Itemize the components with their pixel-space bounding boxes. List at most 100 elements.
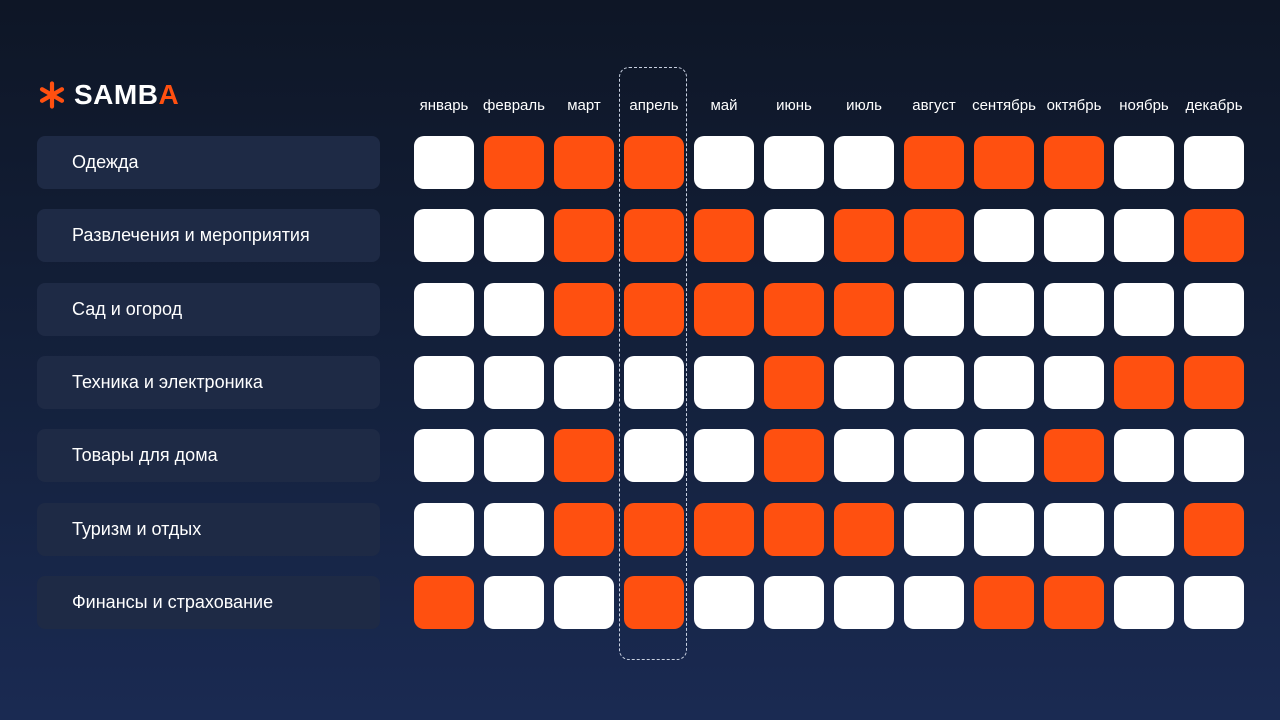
month-label: июль (846, 97, 882, 114)
heatmap-cell (1114, 576, 1174, 629)
heatmap-cell (764, 356, 824, 409)
category-label: Сад и огород (37, 283, 380, 336)
heatmap-cell (1044, 429, 1104, 482)
heatmap-cell (834, 356, 894, 409)
brand-name: SAMBA (74, 81, 179, 109)
heatmap-cell (414, 429, 474, 482)
heatmap-cell (1114, 283, 1174, 336)
heatmap-cell (764, 429, 824, 482)
month-label: январь (419, 97, 469, 114)
heatmap-cell (1184, 576, 1244, 629)
heatmap-cell (414, 283, 474, 336)
category-label: Развлечения и мероприятия (37, 209, 380, 262)
heatmap-cell (764, 136, 824, 189)
heatmap-cell (694, 209, 754, 262)
heatmap-cell (1044, 283, 1104, 336)
heatmap-cell (624, 356, 684, 409)
heatmap-cell (554, 429, 614, 482)
heatmap-cell (974, 503, 1034, 556)
heatmap-cell (694, 356, 754, 409)
heatmap-cell (764, 209, 824, 262)
heatmap-cell (1044, 503, 1104, 556)
heatmap-cell (484, 576, 544, 629)
heatmap-cell (414, 503, 474, 556)
heatmap-cell (624, 136, 684, 189)
month-axis: январь февраль март апрель май июнь июль август… (0, 96, 1280, 116)
heatmap-cell (694, 576, 754, 629)
heatmap-cell (904, 356, 964, 409)
heatmap-cell (484, 283, 544, 336)
heatmap-cell (554, 503, 614, 556)
heatmap-cell (974, 136, 1034, 189)
heatmap-cell (1114, 136, 1174, 189)
heatmap-cell (554, 136, 614, 189)
heatmap-cell (1184, 283, 1244, 336)
heatmap-cell (1114, 209, 1174, 262)
heatmap-cell (1184, 503, 1244, 556)
heatmap-cell (904, 503, 964, 556)
heatmap-cell (974, 283, 1034, 336)
heatmap-cell (764, 576, 824, 629)
heatmap-cell (974, 429, 1034, 482)
heatmap-cell (484, 429, 544, 482)
heatmap-cell (414, 136, 474, 189)
samba-logo: SAMBA (38, 78, 179, 112)
month-label: август (912, 97, 956, 114)
heatmap-cell (974, 356, 1034, 409)
heatmap-cell (1044, 136, 1104, 189)
heatmap-cell (694, 136, 754, 189)
heatmap-cell (904, 209, 964, 262)
heatmap-cell (904, 136, 964, 189)
heatmap-cell (1184, 136, 1244, 189)
heatmap-cell (624, 576, 684, 629)
heatmap-cell (694, 503, 754, 556)
heatmap-cell (414, 209, 474, 262)
heatmap-cell (484, 356, 544, 409)
heatmap-cell (834, 283, 894, 336)
heatmap-cell (834, 429, 894, 482)
heatmap-cell (1184, 356, 1244, 409)
heatmap-cell (624, 429, 684, 482)
heatmap-cell (974, 209, 1034, 262)
month-label: апрель (629, 97, 679, 114)
month-label: май (710, 97, 738, 114)
category-label: Туризм и отдых (37, 503, 380, 556)
heatmap-cell (414, 576, 474, 629)
month-label: декабрь (1185, 97, 1243, 114)
heatmap-cell (834, 136, 894, 189)
category-label: Финансы и страхование (37, 576, 380, 629)
heatmap-cell (974, 576, 1034, 629)
heatmap-cell (694, 283, 754, 336)
heatmap-cell (624, 503, 684, 556)
heatmap-cell (904, 283, 964, 336)
month-label: ноябрь (1119, 97, 1169, 114)
heatmap-cell (484, 503, 544, 556)
category-label: Товары для дома (37, 429, 380, 482)
heatmap-cell (1044, 576, 1104, 629)
month-label: октябрь (1046, 97, 1102, 114)
heatmap-cell (834, 503, 894, 556)
month-label: февраль (483, 97, 545, 114)
heatmap-cell (554, 283, 614, 336)
heatmap-cell (1114, 503, 1174, 556)
heatmap-cell (414, 356, 474, 409)
heatmap-cell (484, 209, 544, 262)
heatmap-cell (694, 429, 754, 482)
heatmap-cell (1184, 209, 1244, 262)
heatmap-cell (834, 209, 894, 262)
heatmap-cell (834, 576, 894, 629)
heatmap-cell (484, 136, 544, 189)
brand-name-main: SAMB (74, 79, 159, 110)
heatmap-cell (1044, 209, 1104, 262)
category-label: Техника и электроника (37, 356, 380, 409)
heatmap-cell (554, 576, 614, 629)
brand-name-accent: A (158, 79, 180, 110)
category-label: Одежда (37, 136, 380, 189)
heatmap-cell (764, 283, 824, 336)
heatmap-cell (554, 356, 614, 409)
month-label: март (567, 97, 601, 114)
heatmap-cell (904, 429, 964, 482)
heatmap-cell (624, 283, 684, 336)
month-label: сентябрь (972, 97, 1036, 114)
heatmap-cell (764, 503, 824, 556)
